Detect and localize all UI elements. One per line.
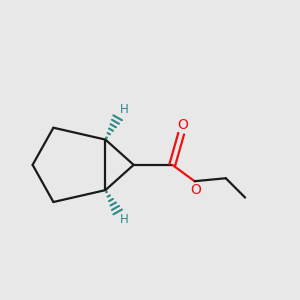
Text: H: H [120, 213, 129, 226]
Text: H: H [120, 103, 129, 116]
Text: O: O [190, 183, 202, 197]
Text: O: O [177, 118, 188, 132]
